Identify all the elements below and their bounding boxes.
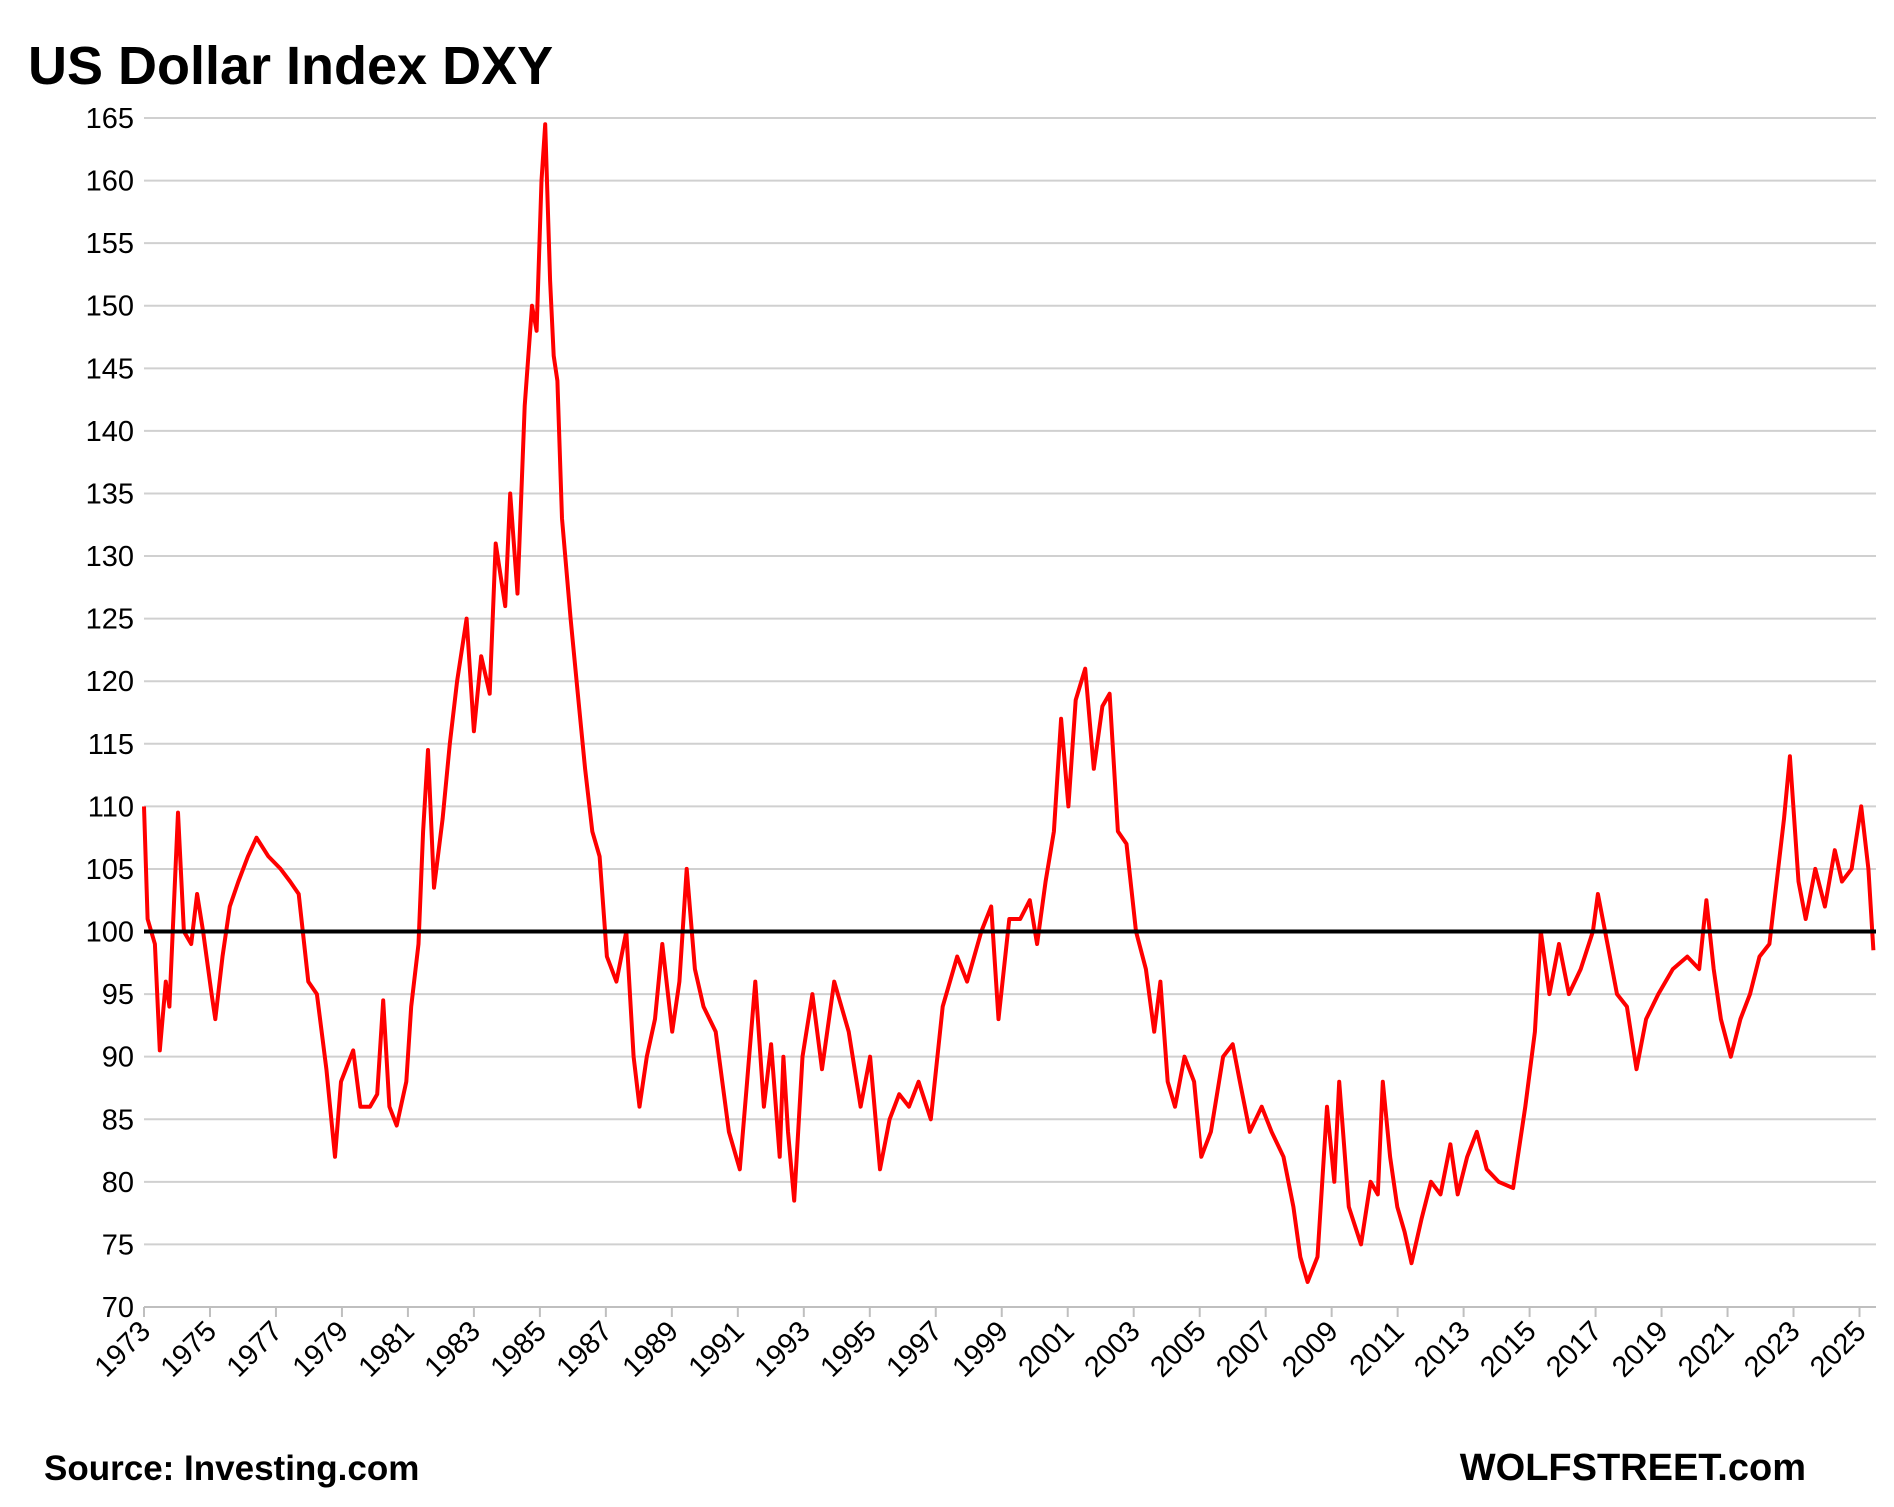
x-tick-label: 1987 xyxy=(551,1315,619,1383)
y-tick-label: 105 xyxy=(86,854,134,886)
y-tick-label: 100 xyxy=(86,917,134,949)
x-tick-label: 1997 xyxy=(880,1315,948,1383)
x-tick-label: 1993 xyxy=(749,1315,817,1383)
y-tick-label: 150 xyxy=(86,291,134,323)
x-tick-label: 2013 xyxy=(1408,1315,1476,1383)
y-tick-label: 125 xyxy=(86,604,134,636)
y-tick-label: 130 xyxy=(86,541,134,573)
x-tick-label: 2003 xyxy=(1078,1315,1146,1383)
y-tick-label: 160 xyxy=(86,166,134,198)
source: Source: Investing.com xyxy=(44,1449,419,1488)
x-tick-label: 2009 xyxy=(1276,1315,1344,1383)
data-line xyxy=(142,122,1876,1284)
chart-title: US Dollar Index DXY xyxy=(28,36,553,96)
x-tick-label: 1975 xyxy=(155,1315,223,1383)
x-tick-label: 1981 xyxy=(353,1315,421,1383)
x-tick-label: 2019 xyxy=(1606,1315,1674,1383)
brand: WOLFSTREET.com xyxy=(1460,1447,1806,1489)
x-tick-label: 1989 xyxy=(617,1315,685,1383)
x-tick-label: 1985 xyxy=(485,1315,553,1383)
x-tick-label: 2011 xyxy=(1344,1315,1411,1382)
y-tick-label: 140 xyxy=(86,416,134,448)
x-tick-label: 2007 xyxy=(1210,1315,1278,1383)
y-tick-label: 95 xyxy=(102,979,134,1011)
x-tick-label: 1995 xyxy=(814,1315,882,1383)
x-tick-label: 1999 xyxy=(946,1315,1014,1383)
x-tick-label: 2001 xyxy=(1012,1315,1080,1383)
y-tick-label: 155 xyxy=(86,228,134,260)
y-tick-label: 70 xyxy=(102,1292,134,1324)
x-tick-label: 1973 xyxy=(89,1315,157,1383)
y-tick-label: 85 xyxy=(102,1104,134,1136)
x-tick-label: 2021 xyxy=(1672,1315,1740,1383)
y-tick-label: 165 xyxy=(86,103,134,135)
x-tick-label: 1979 xyxy=(287,1315,355,1383)
x-tick-label: 2015 xyxy=(1474,1315,1542,1383)
y-tick-label: 115 xyxy=(88,729,134,761)
y-tick-label: 145 xyxy=(86,353,134,385)
y-tick-label: 120 xyxy=(86,666,134,698)
y-tick-label: 75 xyxy=(102,1229,134,1261)
y-tick-label: 110 xyxy=(88,791,134,823)
y-tick-label: 90 xyxy=(102,1042,134,1074)
x-tick-label: 2005 xyxy=(1144,1315,1212,1383)
x-tick-label: 2025 xyxy=(1804,1315,1872,1383)
y-tick-label: 80 xyxy=(102,1167,134,1199)
x-tick-label: 1991 xyxy=(683,1315,751,1383)
x-tick-label: 2023 xyxy=(1738,1315,1806,1383)
x-tick-label: 1983 xyxy=(419,1315,487,1383)
y-tick-label: 135 xyxy=(86,478,134,510)
x-tick-label: 1977 xyxy=(221,1315,289,1383)
x-tick-label: 2017 xyxy=(1540,1315,1608,1383)
